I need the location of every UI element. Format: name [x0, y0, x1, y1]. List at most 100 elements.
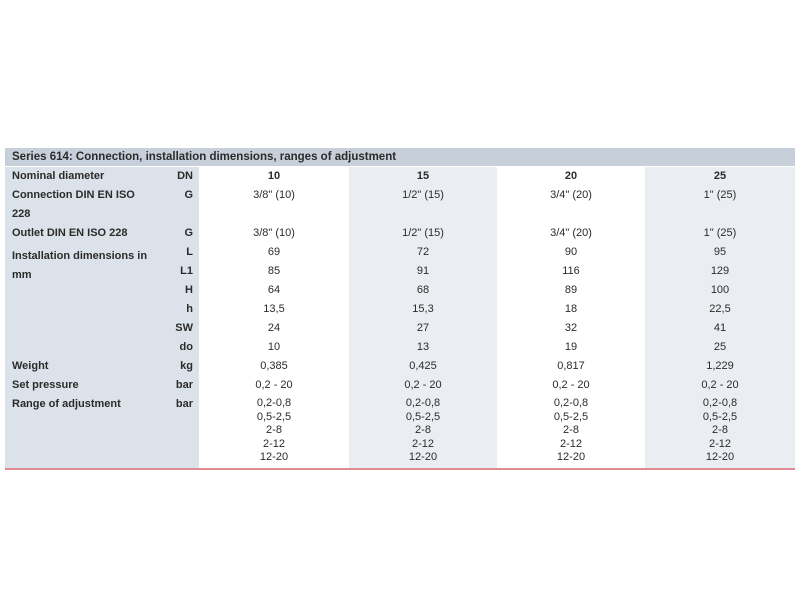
range-value: 0,5-2,5 [553, 410, 589, 423]
column-header-dn10: 10 [199, 166, 349, 186]
cell: 72 [349, 243, 497, 262]
cell: 32 [497, 319, 645, 338]
cell: 100 [645, 281, 795, 300]
row-unit: L1 [154, 262, 199, 281]
cell: 3/8" (10) [199, 186, 349, 224]
row-dim-do: do 10 13 19 25 [5, 338, 795, 357]
cell: 89 [497, 281, 645, 300]
cell: 22,5 [645, 300, 795, 319]
cell: 3/4" (20) [497, 186, 645, 224]
range-value: 2-8 [415, 424, 431, 436]
cell: 24 [199, 319, 349, 338]
cell: 19 [497, 338, 645, 357]
cell: 13,5 [199, 300, 349, 319]
cell: 69 [199, 243, 349, 262]
row-unit: bar [154, 395, 199, 468]
range-value: 2-12 [559, 437, 583, 450]
row-dim-SW: SW 24 27 32 41 [5, 319, 795, 338]
cell: 90 [497, 243, 645, 262]
row-dim-L: Installation dimensions in mm L 69 72 90… [5, 243, 795, 357]
row-outlet: Outlet DIN EN ISO 228 G 3/8" (10) 1/2" (… [5, 224, 795, 243]
row-unit: do [154, 338, 199, 357]
cell: 15,3 [349, 300, 497, 319]
row-dim-L1: L1 85 91 116 129 [5, 262, 795, 281]
range-value: 0,5-2,5 [405, 410, 441, 423]
cell: 1" (25) [645, 186, 795, 224]
range-cell-dn20: 0,2-0,8 0,5-2,5 2-8 2-12 12-20 [497, 395, 645, 468]
range-value: 0,2-0,8 [405, 397, 441, 409]
range-value: 12-20 [556, 451, 586, 463]
range-cell-dn25: 0,2-0,8 0,5-2,5 2-8 2-12 12-20 [645, 395, 795, 468]
range-value: 0,5-2,5 [702, 410, 738, 423]
bottom-rule-divider [5, 467, 795, 470]
cell: 25 [645, 338, 795, 357]
row-label: Set pressure [5, 376, 154, 395]
row-nominal-diameter: Nominal diameter DN 10 15 20 25 [5, 166, 795, 186]
range-value: 2-8 [712, 424, 728, 436]
row-weight: Weight kg 0,385 0,425 0,817 1,229 [5, 357, 795, 376]
row-unit: kg [154, 357, 199, 376]
cell: 0,2 - 20 [497, 376, 645, 395]
cell: 41 [645, 319, 795, 338]
row-label: Nominal diameter [5, 166, 154, 186]
row-label: Connection DIN EN ISO 228 [5, 186, 154, 224]
cell: 0,2 - 20 [199, 376, 349, 395]
row-dim-h: h 13,5 15,3 18 22,5 [5, 300, 795, 319]
range-value: 0,5-2,5 [256, 410, 292, 423]
cell: 1" (25) [645, 224, 795, 243]
range-cell-dn10: 0,2-0,8 0,5-2,5 2-8 2-12 12-20 [199, 395, 349, 468]
column-header-dn20: 20 [497, 166, 645, 186]
row-range-of-adjustment: Range of adjustment bar 0,2-0,8 0,5-2,5 … [5, 395, 795, 468]
range-value: 12-20 [408, 451, 438, 463]
row-unit: L [154, 243, 199, 262]
cell: 0,2 - 20 [349, 376, 497, 395]
spec-table: Nominal diameter DN 10 15 20 25 Connecti… [5, 166, 795, 468]
cell: 1/2" (15) [349, 186, 497, 224]
row-dim-H: H 64 68 89 100 [5, 281, 795, 300]
column-header-dn15: 15 [349, 166, 497, 186]
range-value: 12-20 [259, 451, 289, 463]
cell: 0,2 - 20 [645, 376, 795, 395]
row-label: Range of adjustment [5, 395, 154, 468]
range-value: 0,2-0,8 [553, 397, 589, 409]
row-unit: SW [154, 319, 199, 338]
cell: 129 [645, 262, 795, 281]
cell: 3/8" (10) [199, 224, 349, 243]
row-set-pressure: Set pressure bar 0,2 - 20 0,2 - 20 0,2 -… [5, 376, 795, 395]
row-label: Weight [5, 357, 154, 376]
cell: 0,817 [497, 357, 645, 376]
column-header-dn25: 25 [645, 166, 795, 186]
range-value: 0,2-0,8 [256, 397, 292, 409]
cell: 95 [645, 243, 795, 262]
range-value: 2-12 [708, 437, 732, 450]
range-value: 2-8 [563, 424, 579, 436]
cell: 1/2" (15) [349, 224, 497, 243]
cell: 3/4" (20) [497, 224, 645, 243]
cell: 1,229 [645, 357, 795, 376]
row-unit: G [154, 186, 199, 224]
row-unit: h [154, 300, 199, 319]
spec-table-panel: Series 614: Connection, installation dim… [5, 148, 795, 470]
row-unit: G [154, 224, 199, 243]
row-label-installation-dimensions: Installation dimensions in mm [5, 243, 154, 357]
cell: 68 [349, 281, 497, 300]
cell: 116 [497, 262, 645, 281]
cell: 85 [199, 262, 349, 281]
cell: 18 [497, 300, 645, 319]
range-value: 0,2-0,8 [702, 397, 738, 409]
table-title: Series 614: Connection, installation dim… [5, 148, 795, 166]
cell: 0,385 [199, 357, 349, 376]
range-value: 2-8 [266, 424, 282, 436]
cell: 64 [199, 281, 349, 300]
row-unit: H [154, 281, 199, 300]
range-cell-dn15: 0,2-0,8 0,5-2,5 2-8 2-12 12-20 [349, 395, 497, 468]
row-label: Outlet DIN EN ISO 228 [5, 224, 154, 243]
cell: 91 [349, 262, 497, 281]
range-value: 2-12 [262, 437, 286, 450]
range-value: 12-20 [705, 451, 735, 463]
cell: 10 [199, 338, 349, 357]
cell: 0,425 [349, 357, 497, 376]
cell: 27 [349, 319, 497, 338]
row-connection: Connection DIN EN ISO 228 G 3/8" (10) 1/… [5, 186, 795, 224]
row-unit: DN [154, 166, 199, 186]
